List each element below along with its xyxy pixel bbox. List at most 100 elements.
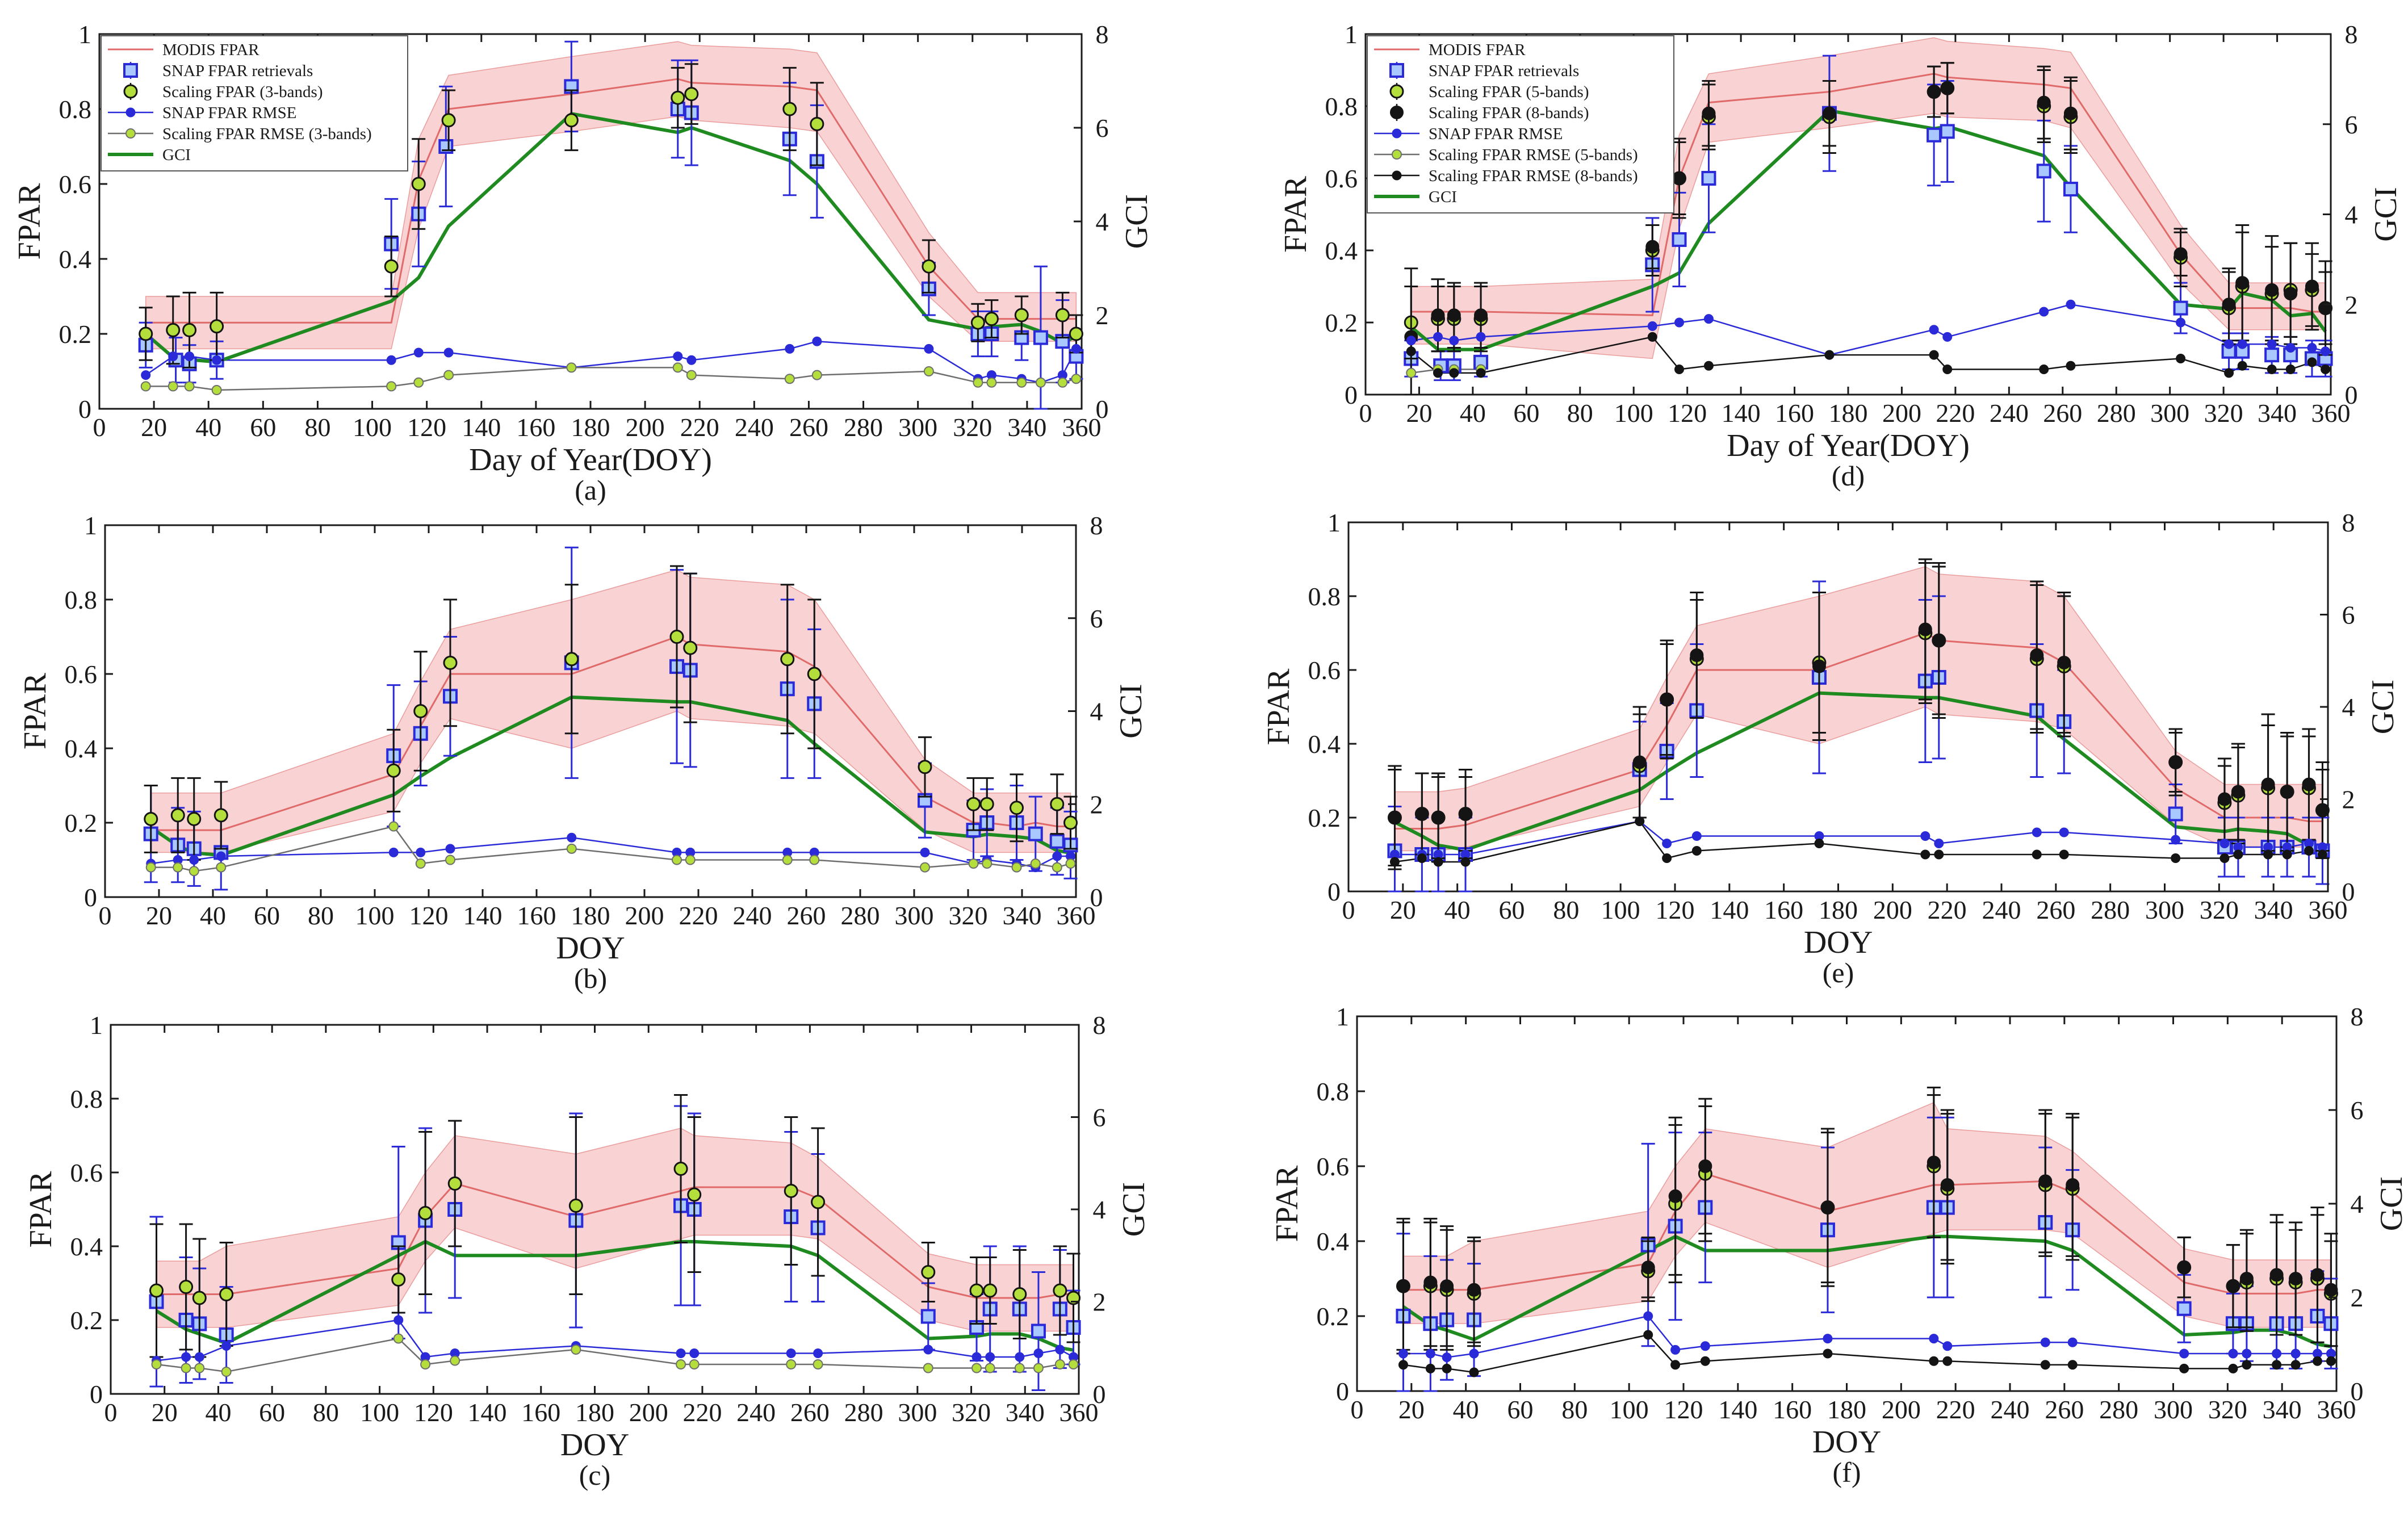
scaling-black-point: [2174, 247, 2188, 261]
scaling-black-point: [2037, 95, 2051, 110]
x-tick-label: 220: [1928, 895, 1967, 924]
x-tick-label: 100: [355, 901, 395, 930]
legend-swatch-marker: [1392, 149, 1402, 160]
scaling-green-point: [179, 1280, 194, 1294]
scaling-green-point: [564, 113, 579, 128]
legend-label: SNAP FPAR retrievals: [162, 62, 313, 80]
rmse-scaling-point: [145, 862, 156, 873]
rmse-snap-point: [2224, 339, 2234, 349]
rmse-scaling-point: [1033, 1363, 1044, 1373]
snap-square-point: [1672, 232, 1687, 247]
y-axis-title: FPAR: [1261, 668, 1296, 745]
x-tick-label: 240: [736, 1398, 776, 1427]
x-tick-label: 160: [1775, 399, 1814, 428]
scaling-green-point: [1053, 1283, 1067, 1298]
x-tick-label: 20: [146, 901, 172, 930]
x-tick-label: 40: [1444, 895, 1471, 924]
rmse-snap-point: [1823, 1334, 1833, 1344]
x-tick-label: 140: [1710, 895, 1749, 924]
y-tick-label: 0.8: [1308, 582, 1341, 611]
x-tick-label: 340: [1006, 1398, 1045, 1427]
y2-tick-label: 0: [2351, 1377, 2364, 1406]
y-tick-label: 0.8: [70, 1084, 103, 1113]
y-tick-label: 0: [84, 883, 97, 912]
scaling-black-point: [1702, 106, 1716, 120]
rmse-black-point: [1417, 853, 1427, 863]
scaling-black-point: [1467, 1283, 1481, 1297]
scaling-black-point: [1698, 1159, 1712, 1173]
x-tick-label: 180: [571, 413, 610, 442]
scaling-black-point: [2284, 287, 2298, 301]
scaling-black-point: [2269, 1268, 2284, 1282]
legend-swatch-marker: [123, 63, 138, 78]
rmse-snap-point: [1015, 1352, 1025, 1362]
x-tick-label: 100: [353, 413, 392, 442]
scaling-black-point: [2066, 1178, 2080, 1192]
scaling-black-point: [2217, 792, 2231, 806]
y-tick-label: 1: [78, 20, 91, 49]
snap-square-point: [1927, 127, 1942, 143]
scaling-green-point: [970, 315, 985, 330]
x-tick-label: 280: [2097, 399, 2136, 428]
y-axis-title: FPAR: [18, 672, 53, 749]
scaling-black-point: [2302, 777, 2316, 791]
x-tick-label: 120: [414, 1398, 453, 1427]
scaling-black-point: [1812, 659, 1826, 673]
x-tick-label: 360: [2317, 1395, 2356, 1424]
scaling-green-point: [671, 90, 685, 105]
rmse-snap-point: [194, 1352, 204, 1362]
rmse-black-point: [1647, 332, 1657, 342]
y2-tick-label: 8: [2351, 1002, 2364, 1031]
rmse-scaling-point: [920, 862, 930, 873]
rmse-scaling-point: [140, 381, 151, 392]
scaling-green-point: [166, 322, 181, 337]
x-tick-label: 260: [2045, 1395, 2084, 1424]
rmse-black-point: [2228, 1363, 2238, 1373]
scaling-black-point: [1396, 1279, 1410, 1293]
rmse-black-point: [1476, 368, 1486, 378]
rmse-black-point: [1929, 1356, 1939, 1366]
x-tick-label: 180: [571, 901, 610, 930]
rmse-snap-point: [2039, 307, 2049, 317]
rmse-scaling-point: [413, 377, 424, 388]
rmse-scaling-point: [151, 1359, 162, 1369]
y-tick-label: 0.6: [65, 660, 98, 689]
scaling-green-point: [983, 1283, 998, 1298]
rmse-black-point: [2317, 849, 2327, 860]
x-tick-label: 100: [1610, 1395, 1649, 1424]
scaling-black-point: [2315, 803, 2330, 817]
x-tick-label: 0: [99, 901, 112, 930]
y2-axis-title: GCI: [1119, 194, 1154, 249]
scaling-black-point: [1423, 1275, 1438, 1289]
rmse-scaling-point: [393, 1333, 404, 1344]
rmse-black-point: [2326, 1356, 2336, 1366]
rmse-snap-point: [923, 1344, 933, 1355]
rmse-scaling-point: [811, 370, 822, 380]
y2-tick-label: 0: [1096, 395, 1109, 424]
rmse-scaling-point: [971, 1363, 982, 1373]
x-tick-label: 200: [1882, 1395, 1921, 1424]
rmse-black-point: [1635, 816, 1645, 826]
rmse-snap-point: [221, 1341, 232, 1351]
rmse-snap-point: [785, 344, 795, 354]
scaling-black-point: [2235, 276, 2250, 290]
x-tick-label: 360: [2309, 895, 2348, 924]
rmse-snap-point: [924, 344, 934, 354]
rmse-scaling-point: [566, 843, 577, 854]
legend-label: SNAP FPAR RMSE: [162, 104, 296, 122]
legend-swatch-marker: [1390, 106, 1404, 119]
scaling-green-point: [443, 655, 458, 670]
rmse-snap-point: [1469, 1348, 1479, 1359]
x-tick-label: 320: [2204, 399, 2243, 428]
rmse-scaling-point: [184, 381, 195, 392]
rmse-scaling-point: [1011, 862, 1022, 873]
x-tick-label: 100: [1601, 895, 1640, 924]
snap-square-point: [1028, 826, 1043, 841]
scaling-black-point: [1932, 634, 1946, 647]
scaling-green-point: [922, 259, 936, 274]
x-tick-label: 300: [898, 1398, 937, 1427]
x-tick-label: 160: [1773, 1395, 1812, 1424]
scaling-green-point: [139, 326, 153, 341]
y-tick-label: 0.2: [1325, 308, 1358, 337]
